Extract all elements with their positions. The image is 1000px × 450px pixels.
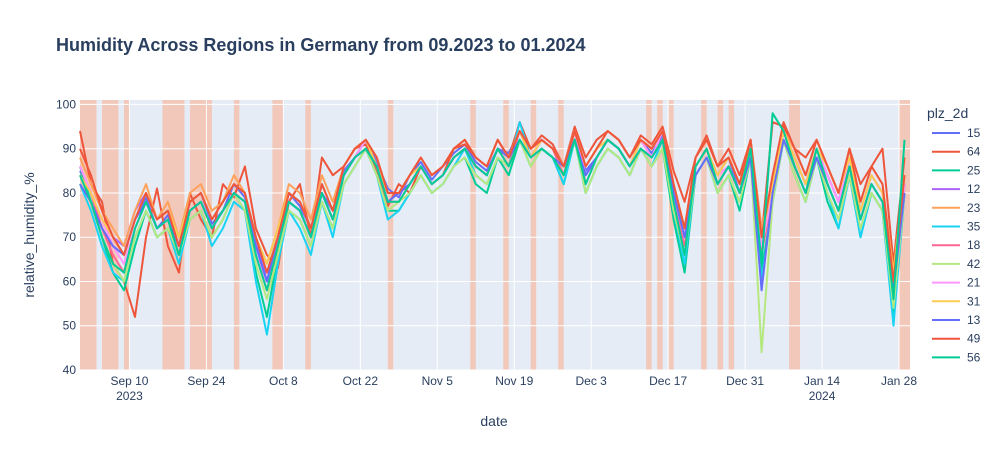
x-axis-title: date (480, 413, 507, 429)
highlight-period (233, 100, 240, 370)
x-tick-label: Dec 17 (649, 374, 687, 388)
legend-item-49[interactable]: 49 (932, 332, 981, 346)
y-tick-label: 60 (63, 274, 77, 288)
y-tick-label: 100 (56, 97, 76, 111)
y-tick-label: 50 (63, 319, 77, 333)
legend-item-25[interactable]: 25 (932, 163, 981, 177)
legend-label: 25 (967, 163, 981, 177)
series-line-56[interactable] (79, 112, 906, 301)
legend-item-12[interactable]: 12 (932, 182, 981, 196)
y-tick-label: 80 (63, 186, 77, 200)
legend-item-21[interactable]: 21 (932, 276, 981, 290)
legend-item-35[interactable]: 35 (932, 220, 981, 234)
legend-item-13[interactable]: 13 (932, 313, 981, 327)
x-tick-label: Jan 14 (804, 374, 840, 388)
highlight-period (701, 100, 707, 370)
x-tick-label: Oct 8 (269, 374, 298, 388)
chart-title: Humidity Across Regions in Germany from … (56, 35, 586, 55)
legend-label: 15 (967, 126, 981, 140)
legend-title: plz_2d (927, 105, 968, 121)
y-tick-label: 90 (63, 142, 77, 156)
highlight-period (305, 100, 311, 370)
legend-item-31[interactable]: 31 (932, 294, 981, 308)
legend-item-64[interactable]: 64 (932, 145, 981, 159)
legend-item-56[interactable]: 56 (932, 350, 981, 364)
highlight-period (789, 100, 801, 370)
highlight-period (668, 100, 674, 370)
highlight-period (387, 100, 394, 370)
x-tick-label: Dec 3 (576, 374, 608, 388)
highlight-period (503, 100, 509, 370)
highlight-periods (80, 100, 910, 370)
x-tick-label: Jan 28 (881, 374, 917, 388)
x-tick-year-label: 2023 (116, 389, 143, 403)
legend-label: 56 (967, 350, 981, 364)
legend-item-18[interactable]: 18 (932, 238, 981, 252)
series-line-42[interactable] (79, 138, 906, 354)
x-tick-year-label: 2024 (809, 389, 836, 403)
legend-label: 42 (967, 257, 981, 271)
series-lines (79, 112, 906, 354)
legend-label: 64 (967, 145, 981, 159)
highlight-period (530, 100, 537, 370)
legend-label: 23 (967, 201, 981, 215)
legend-label: 18 (967, 238, 981, 252)
highlight-period (717, 100, 724, 370)
y-axis-title: relative_humidity_% (21, 172, 37, 297)
legend-label: 31 (967, 294, 981, 308)
legend-label: 13 (967, 313, 981, 327)
highlight-period (657, 100, 663, 370)
legend-label: 49 (967, 332, 981, 346)
x-tick-label: Nov 5 (422, 374, 454, 388)
legend-item-23[interactable]: 23 (932, 201, 981, 215)
x-tick-label: Sep 24 (187, 374, 225, 388)
highlight-period (899, 100, 910, 370)
highlight-period (470, 100, 476, 370)
highlight-period (101, 100, 119, 370)
legend-item-42[interactable]: 42 (932, 257, 981, 271)
highlight-period (646, 100, 652, 370)
x-tick-label: Sep 10 (110, 374, 148, 388)
legend-label: 12 (967, 182, 981, 196)
legend-label: 35 (967, 220, 981, 234)
highlight-period (558, 100, 564, 370)
x-tick-label: Oct 22 (343, 374, 379, 388)
legend-label: 21 (967, 276, 981, 290)
y-axis-ticks: 40 50 60 70 80 90 100 (56, 97, 76, 377)
x-tick-label: Dec 31 (726, 374, 764, 388)
legend[interactable]: 15 64 25 12 23 35 18 42 21 31 13 49 56 (932, 126, 981, 364)
x-tick-label: Nov 19 (495, 374, 533, 388)
highlight-period (728, 100, 735, 370)
y-tick-label: 40 (63, 363, 77, 377)
legend-item-15[interactable]: 15 (932, 126, 981, 140)
y-tick-label: 70 (63, 230, 77, 244)
series-line-49[interactable] (79, 121, 906, 283)
